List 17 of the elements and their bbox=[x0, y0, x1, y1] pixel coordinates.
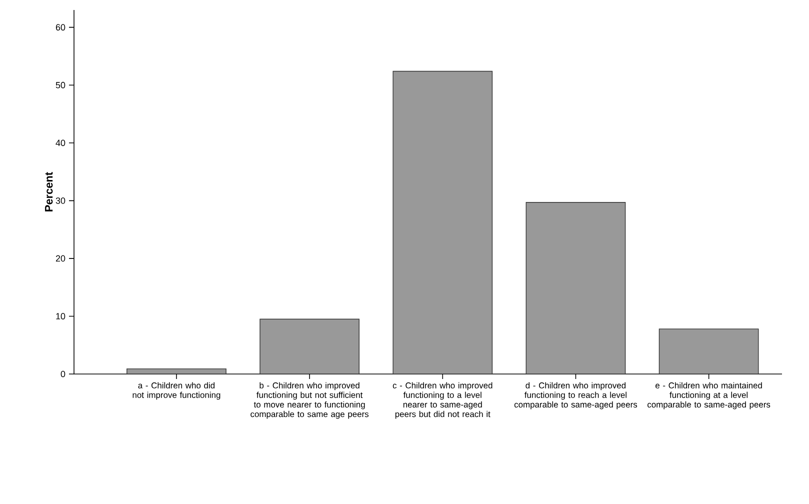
y-tick-label: 50 bbox=[56, 82, 66, 88]
bar bbox=[526, 202, 626, 374]
bar bbox=[392, 70, 493, 374]
x-tick-label: c - Children who improved functioning to a level nearer to same-aged peers but did not reach it bbox=[392, 382, 492, 419]
y-tick-label: 10 bbox=[56, 313, 66, 320]
bar bbox=[260, 318, 360, 374]
y-tick-label: 0 bbox=[60, 370, 66, 378]
y-tick-label: 60 bbox=[56, 24, 66, 31]
x-tick-label: e - Children who maintained functioning at a level comparable to same-aged peers bbox=[648, 382, 770, 410]
y-tick-label: 40 bbox=[56, 140, 66, 146]
y-tick-label: 20 bbox=[56, 255, 66, 262]
y-axis-title: Percent bbox=[45, 172, 53, 212]
x-tick-label: d - Children who improved functioning to reach a level comparable to same-aged peers bbox=[514, 382, 638, 410]
bar bbox=[658, 328, 759, 374]
y-tick-label: 30 bbox=[56, 197, 66, 204]
x-tick-label: b - Children who improved functioning but not sufficient to move nearer to functioning comparable to same age peers bbox=[250, 382, 369, 419]
x-tick-label: a - Children who did not improve functioning bbox=[132, 382, 220, 400]
